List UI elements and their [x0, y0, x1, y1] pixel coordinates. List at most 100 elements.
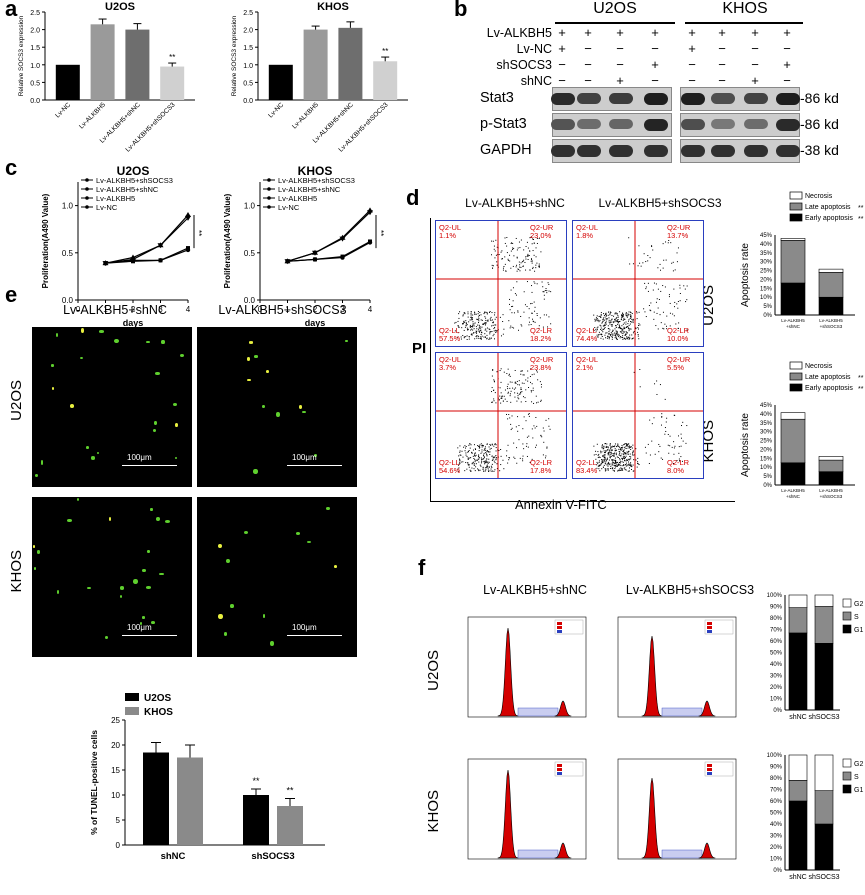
- tunel-positive-cell: [147, 550, 150, 553]
- scatter-dot: [548, 283, 550, 285]
- scatter-dot: [616, 456, 618, 458]
- legend-label: Late apoptosis: [805, 204, 851, 211]
- scatter-dot: [621, 315, 623, 317]
- scatter-dot: [682, 440, 684, 442]
- scatter-dot: [464, 450, 466, 452]
- quadrant-ll-label: Q2-LL 74.4%: [576, 326, 598, 343]
- y-tick-label: 0.5: [30, 80, 40, 87]
- scatter-dot: [619, 326, 621, 328]
- scatter-dot: [626, 332, 628, 334]
- treatment-mark: −: [688, 57, 696, 72]
- scatter-dot: [457, 470, 459, 472]
- tunel-positive-cell: [96, 451, 99, 454]
- scatter-dot: [503, 371, 505, 373]
- scatter-dot: [477, 311, 479, 313]
- scatter-dot: [653, 282, 655, 284]
- y-axis-label: PI: [412, 340, 427, 357]
- scatter-dot: [462, 323, 464, 325]
- scatter-dot: [627, 326, 629, 328]
- legend-label: Late apoptosis: [805, 374, 851, 381]
- scatter-dot: [618, 321, 620, 323]
- scatter-dot: [478, 316, 480, 318]
- scatter-dot: [627, 459, 629, 461]
- scatter-dot: [600, 325, 602, 327]
- scatter-dot: [496, 331, 498, 333]
- legend-marker: [267, 196, 271, 200]
- scatter-dot: [501, 258, 503, 260]
- legend-swatch: [707, 764, 712, 767]
- scatter-dot: [482, 467, 484, 469]
- blot-band: [776, 119, 800, 131]
- scatter-dot: [622, 461, 624, 463]
- scatter-dot: [496, 264, 498, 266]
- scatter-dot: [470, 316, 472, 318]
- scatter-dot: [531, 258, 533, 260]
- scatter-dot: [610, 446, 612, 448]
- scatter-dot: [463, 312, 465, 314]
- scale-bar: [287, 635, 342, 636]
- scatter-dot: [603, 452, 605, 454]
- scatter-dot: [493, 330, 495, 332]
- scatter-dot: [610, 324, 612, 326]
- scatter-dot: [509, 298, 511, 300]
- scatter-dot: [498, 254, 500, 256]
- scatter-dot: [622, 323, 624, 325]
- blot-band: [744, 93, 768, 105]
- scatter-dot: [620, 465, 622, 467]
- scatter-dot: [596, 336, 598, 338]
- scatter-dot: [467, 463, 469, 465]
- scatter-dot: [481, 461, 483, 463]
- scatter-dot: [518, 269, 520, 271]
- panel-e-label: e: [5, 282, 18, 307]
- scatter-dot: [598, 315, 600, 317]
- scatter-dot: [604, 334, 606, 336]
- scatter-dot: [484, 311, 486, 313]
- scatter-dot: [654, 453, 656, 455]
- scatter-dot: [546, 446, 548, 448]
- scatter-dot: [599, 320, 601, 322]
- scatter-dot: [518, 384, 520, 386]
- y-axis-label: % of TUNEL-positive cells: [89, 730, 99, 835]
- scatter-dot: [531, 243, 533, 245]
- tunel-positive-cell: [262, 404, 265, 409]
- scatter-dot: [603, 464, 605, 466]
- scatter-dot: [495, 447, 497, 449]
- scatter-dot: [487, 319, 489, 321]
- legend-label: Lv-ALKBH5+shSOCS3: [96, 176, 173, 185]
- scatter-dot: [515, 294, 517, 296]
- scatter-dot: [517, 416, 519, 418]
- x-tick-label: +shNC: [786, 324, 801, 329]
- scatter-dot: [624, 469, 626, 471]
- scatter-dot: [545, 455, 547, 457]
- scatter-dot: [680, 433, 682, 435]
- scatter-dot: [614, 313, 616, 315]
- scatter-dot: [533, 425, 535, 427]
- y-tick-label: 0%: [763, 483, 772, 489]
- scatter-dot: [632, 337, 634, 339]
- scatter-dot: [504, 256, 506, 258]
- treatment-mark: −: [651, 41, 659, 56]
- scatter-dot: [613, 446, 615, 448]
- scatter-dot: [520, 391, 522, 393]
- scatter-dot: [494, 314, 496, 316]
- scatter-dot: [593, 454, 595, 456]
- scatter-dot: [459, 461, 461, 463]
- scatter-dot: [463, 337, 465, 339]
- scatter-dot: [611, 449, 613, 451]
- scatter-dot: [516, 392, 518, 394]
- scatter-dot: [486, 337, 488, 339]
- scatter-dot: [548, 425, 550, 427]
- treatment-mark: −: [584, 41, 592, 56]
- y-tick-label: 40%: [770, 662, 783, 668]
- legend-swatch: [557, 622, 562, 625]
- scatter-dot: [608, 311, 610, 313]
- scatter-dot: [510, 242, 512, 244]
- y-tick-label: 100%: [767, 753, 783, 759]
- scatter-dot: [485, 462, 487, 464]
- legend-label: G1: [854, 627, 863, 634]
- scatter-dot: [631, 447, 633, 449]
- x-tick-label: +shNC: [786, 494, 801, 499]
- scatter-dot: [601, 451, 603, 453]
- scatter-dot: [481, 444, 483, 446]
